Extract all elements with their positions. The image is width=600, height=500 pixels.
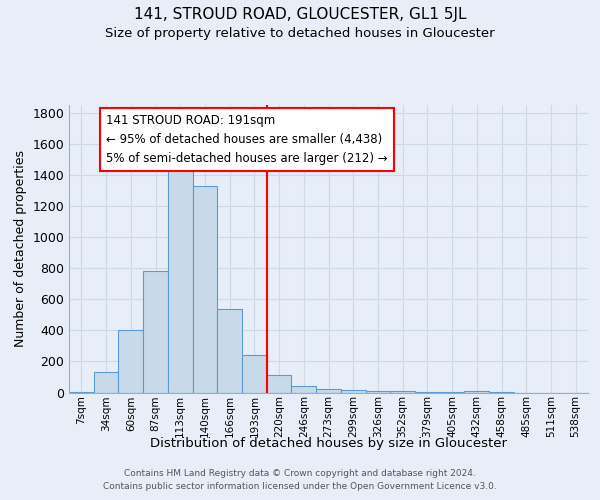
Bar [292,386,316,392]
Bar [168,170,193,392]
Bar [242,355,267,393]
Bar [118,330,143,392]
Bar [365,391,390,392]
Text: Size of property relative to detached houses in Gloucester: Size of property relative to detached ho… [105,28,495,40]
Text: 141 STROUD ROAD: 191sqm
← 95% of detached houses are smaller (4,438)
5% of semi-: 141 STROUD ROAD: 191sqm ← 95% of detache… [106,114,388,166]
Bar [217,308,242,392]
Text: Distribution of detached houses by size in Gloucester: Distribution of detached houses by size … [151,438,508,450]
Text: 141, STROUD ROAD, GLOUCESTER, GL1 5JL: 141, STROUD ROAD, GLOUCESTER, GL1 5JL [134,8,466,22]
Bar [316,388,341,392]
Bar [341,390,365,392]
Bar [94,372,118,392]
Bar [193,186,217,392]
Text: Contains HM Land Registry data © Crown copyright and database right 2024.
Contai: Contains HM Land Registry data © Crown c… [103,470,497,491]
Bar [143,272,168,392]
Bar [464,390,489,392]
Y-axis label: Number of detached properties: Number of detached properties [14,150,27,348]
Bar [267,376,292,392]
